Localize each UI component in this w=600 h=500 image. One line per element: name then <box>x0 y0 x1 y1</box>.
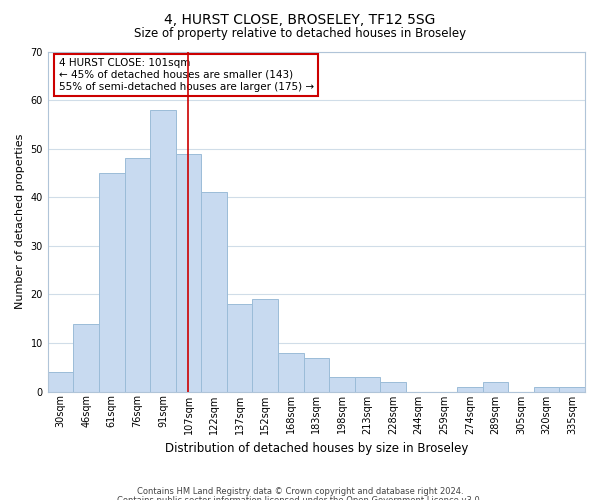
Y-axis label: Number of detached properties: Number of detached properties <box>15 134 25 309</box>
Bar <box>559 386 585 392</box>
Bar <box>227 304 253 392</box>
Bar <box>534 386 559 392</box>
Bar <box>304 358 329 392</box>
Bar <box>355 377 380 392</box>
Bar <box>73 324 99 392</box>
X-axis label: Distribution of detached houses by size in Broseley: Distribution of detached houses by size … <box>165 442 468 455</box>
Bar <box>99 173 125 392</box>
Text: Size of property relative to detached houses in Broseley: Size of property relative to detached ho… <box>134 28 466 40</box>
Bar <box>125 158 150 392</box>
Bar <box>150 110 176 392</box>
Text: 4 HURST CLOSE: 101sqm
← 45% of detached houses are smaller (143)
55% of semi-det: 4 HURST CLOSE: 101sqm ← 45% of detached … <box>59 58 314 92</box>
Bar <box>380 382 406 392</box>
Bar <box>482 382 508 392</box>
Text: Contains HM Land Registry data © Crown copyright and database right 2024.: Contains HM Land Registry data © Crown c… <box>137 488 463 496</box>
Bar <box>329 377 355 392</box>
Text: 4, HURST CLOSE, BROSELEY, TF12 5SG: 4, HURST CLOSE, BROSELEY, TF12 5SG <box>164 12 436 26</box>
Bar <box>48 372 73 392</box>
Bar <box>253 299 278 392</box>
Bar <box>176 154 201 392</box>
Bar <box>201 192 227 392</box>
Text: Contains public sector information licensed under the Open Government Licence v3: Contains public sector information licen… <box>118 496 482 500</box>
Bar <box>278 352 304 392</box>
Bar <box>457 386 482 392</box>
